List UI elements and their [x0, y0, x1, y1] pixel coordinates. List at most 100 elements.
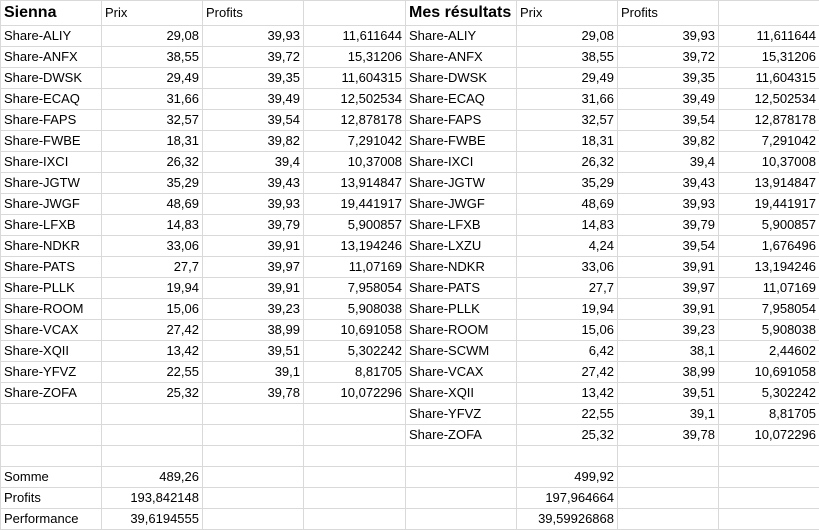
sienna-name-cell[interactable]: Share-ZOFA — [1, 383, 102, 404]
resultats-result-cell[interactable]: 5,900857 — [719, 215, 819, 236]
sienna-prix-cell[interactable] — [102, 446, 203, 467]
sienna-result-cell[interactable]: 13,194246 — [304, 236, 406, 257]
resultats-profits-cell[interactable]: 39,91 — [618, 257, 719, 278]
sienna-result-cell[interactable]: 10,072296 — [304, 383, 406, 404]
empty-header-cell[interactable] — [304, 1, 406, 26]
sienna-result-cell[interactable] — [304, 488, 406, 509]
sienna-name-cell[interactable]: Share-JWGF — [1, 194, 102, 215]
sienna-profits-cell[interactable]: 39,91 — [203, 236, 304, 257]
resultats-name-cell[interactable]: Share-VCAX — [406, 362, 517, 383]
sienna-name-cell[interactable]: Performance — [1, 509, 102, 530]
sienna-result-cell[interactable]: 7,958054 — [304, 278, 406, 299]
resultats-result-cell[interactable]: 12,878178 — [719, 110, 819, 131]
sienna-result-cell[interactable]: 11,611644 — [304, 26, 406, 47]
resultats-name-cell[interactable]: Share-PATS — [406, 278, 517, 299]
resultats-result-cell[interactable] — [719, 467, 819, 488]
sienna-name-cell[interactable]: Somme — [1, 467, 102, 488]
sienna-name-cell[interactable]: Share-NDKR — [1, 236, 102, 257]
sienna-result-cell[interactable]: 19,441917 — [304, 194, 406, 215]
resultats-name-cell[interactable]: Share-JWGF — [406, 194, 517, 215]
resultats-result-cell[interactable] — [719, 509, 819, 530]
sienna-prix-cell[interactable]: 193,842148 — [102, 488, 203, 509]
resultats-prix-cell[interactable]: 27,7 — [517, 278, 618, 299]
resultats-name-cell[interactable]: Share-PLLK — [406, 299, 517, 320]
sienna-result-cell[interactable] — [304, 509, 406, 530]
resultats-profits-cell[interactable]: 39,93 — [618, 194, 719, 215]
sienna-result-cell[interactable] — [304, 404, 406, 425]
resultats-name-cell[interactable]: Share-ECAQ — [406, 89, 517, 110]
sienna-result-cell[interactable]: 10,691058 — [304, 320, 406, 341]
sienna-result-cell[interactable] — [304, 446, 406, 467]
resultats-result-cell[interactable] — [719, 488, 819, 509]
sienna-name-cell[interactable]: Share-IXCI — [1, 152, 102, 173]
resultats-result-cell[interactable]: 15,31206 — [719, 47, 819, 68]
resultats-result-cell[interactable]: 7,958054 — [719, 299, 819, 320]
sienna-name-cell[interactable] — [1, 425, 102, 446]
resultats-prix-cell[interactable]: 18,31 — [517, 131, 618, 152]
resultats-name-cell[interactable]: Share-LFXB — [406, 215, 517, 236]
resultats-name-cell[interactable]: Share-DWSK — [406, 68, 517, 89]
resultats-prix-cell[interactable]: 48,69 — [517, 194, 618, 215]
sienna-prix-cell[interactable]: 14,83 — [102, 215, 203, 236]
sienna-name-cell[interactable]: Share-FWBE — [1, 131, 102, 152]
sienna-prix-cell[interactable]: 39,6194555 — [102, 509, 203, 530]
resultats-result-cell[interactable]: 2,44602 — [719, 341, 819, 362]
sienna-name-cell[interactable]: Profits — [1, 488, 102, 509]
resultats-result-cell[interactable] — [719, 446, 819, 467]
resultats-result-cell[interactable]: 11,604315 — [719, 68, 819, 89]
resultats-profits-cell[interactable]: 39,54 — [618, 236, 719, 257]
sienna-name-cell[interactable]: Share-FAPS — [1, 110, 102, 131]
resultats-prix-cell[interactable]: 499,92 — [517, 467, 618, 488]
sienna-profits-cell[interactable] — [203, 509, 304, 530]
sienna-prix-cell[interactable] — [102, 425, 203, 446]
resultats-prix-cell[interactable]: 39,59926868 — [517, 509, 618, 530]
sienna-result-cell[interactable]: 7,291042 — [304, 131, 406, 152]
sienna-profits-cell[interactable]: 39,97 — [203, 257, 304, 278]
resultats-name-cell[interactable]: Share-SCWM — [406, 341, 517, 362]
sienna-prix-cell[interactable]: 15,06 — [102, 299, 203, 320]
resultats-profits-cell[interactable] — [618, 509, 719, 530]
resultats-profits-cell[interactable]: 39,49 — [618, 89, 719, 110]
resultats-name-cell[interactable]: Share-YFVZ — [406, 404, 517, 425]
resultats-profits-cell[interactable] — [618, 467, 719, 488]
sienna-profits-cell[interactable]: 39,54 — [203, 110, 304, 131]
sienna-prix-cell[interactable]: 29,08 — [102, 26, 203, 47]
resultats-name-cell[interactable] — [406, 488, 517, 509]
sienna-profits-cell[interactable]: 39,72 — [203, 47, 304, 68]
sienna-prix-cell[interactable]: 29,49 — [102, 68, 203, 89]
resultats-profits-cell[interactable]: 39,93 — [618, 26, 719, 47]
resultats-name-cell[interactable]: Share-IXCI — [406, 152, 517, 173]
sienna-profits-cell[interactable]: 39,51 — [203, 341, 304, 362]
resultats-profits-cell[interactable]: 39,78 — [618, 425, 719, 446]
sienna-result-cell[interactable]: 13,914847 — [304, 173, 406, 194]
sienna-result-cell[interactable]: 5,908038 — [304, 299, 406, 320]
sienna-prix-cell[interactable]: 31,66 — [102, 89, 203, 110]
resultats-name-cell[interactable]: Share-ROOM — [406, 320, 517, 341]
sienna-result-cell[interactable]: 10,37008 — [304, 152, 406, 173]
sienna-prix-cell[interactable]: 32,57 — [102, 110, 203, 131]
resultats-name-cell[interactable] — [406, 446, 517, 467]
sienna-name-cell[interactable]: Share-PATS — [1, 257, 102, 278]
resultats-profits-cell[interactable]: 39,91 — [618, 299, 719, 320]
sienna-prix-cell[interactable]: 19,94 — [102, 278, 203, 299]
resultats-result-cell[interactable]: 12,502534 — [719, 89, 819, 110]
sienna-prix-cell[interactable]: 22,55 — [102, 362, 203, 383]
resultats-result-cell[interactable]: 5,302242 — [719, 383, 819, 404]
resultats-name-cell[interactable]: Share-NDKR — [406, 257, 517, 278]
sienna-prix-cell[interactable]: 26,32 — [102, 152, 203, 173]
resultats-profits-cell[interactable]: 39,97 — [618, 278, 719, 299]
resultats-prix-cell[interactable]: 197,964664 — [517, 488, 618, 509]
resultats-profits-cell[interactable]: 39,51 — [618, 383, 719, 404]
sienna-profits-cell[interactable]: 39,4 — [203, 152, 304, 173]
resultats-profits-cell[interactable]: 38,1 — [618, 341, 719, 362]
resultats-profits-cell[interactable]: 39,54 — [618, 110, 719, 131]
sienna-name-cell[interactable]: Share-XQII — [1, 341, 102, 362]
sienna-prix-header[interactable]: Prix — [102, 1, 203, 26]
resultats-name-cell[interactable]: Share-FWBE — [406, 131, 517, 152]
sienna-prix-cell[interactable]: 38,55 — [102, 47, 203, 68]
resultats-prix-cell[interactable]: 33,06 — [517, 257, 618, 278]
resultats-prix-cell[interactable]: 19,94 — [517, 299, 618, 320]
resultats-result-cell[interactable]: 13,914847 — [719, 173, 819, 194]
resultats-name-cell[interactable]: Share-JGTW — [406, 173, 517, 194]
sienna-name-cell[interactable]: Share-PLLK — [1, 278, 102, 299]
